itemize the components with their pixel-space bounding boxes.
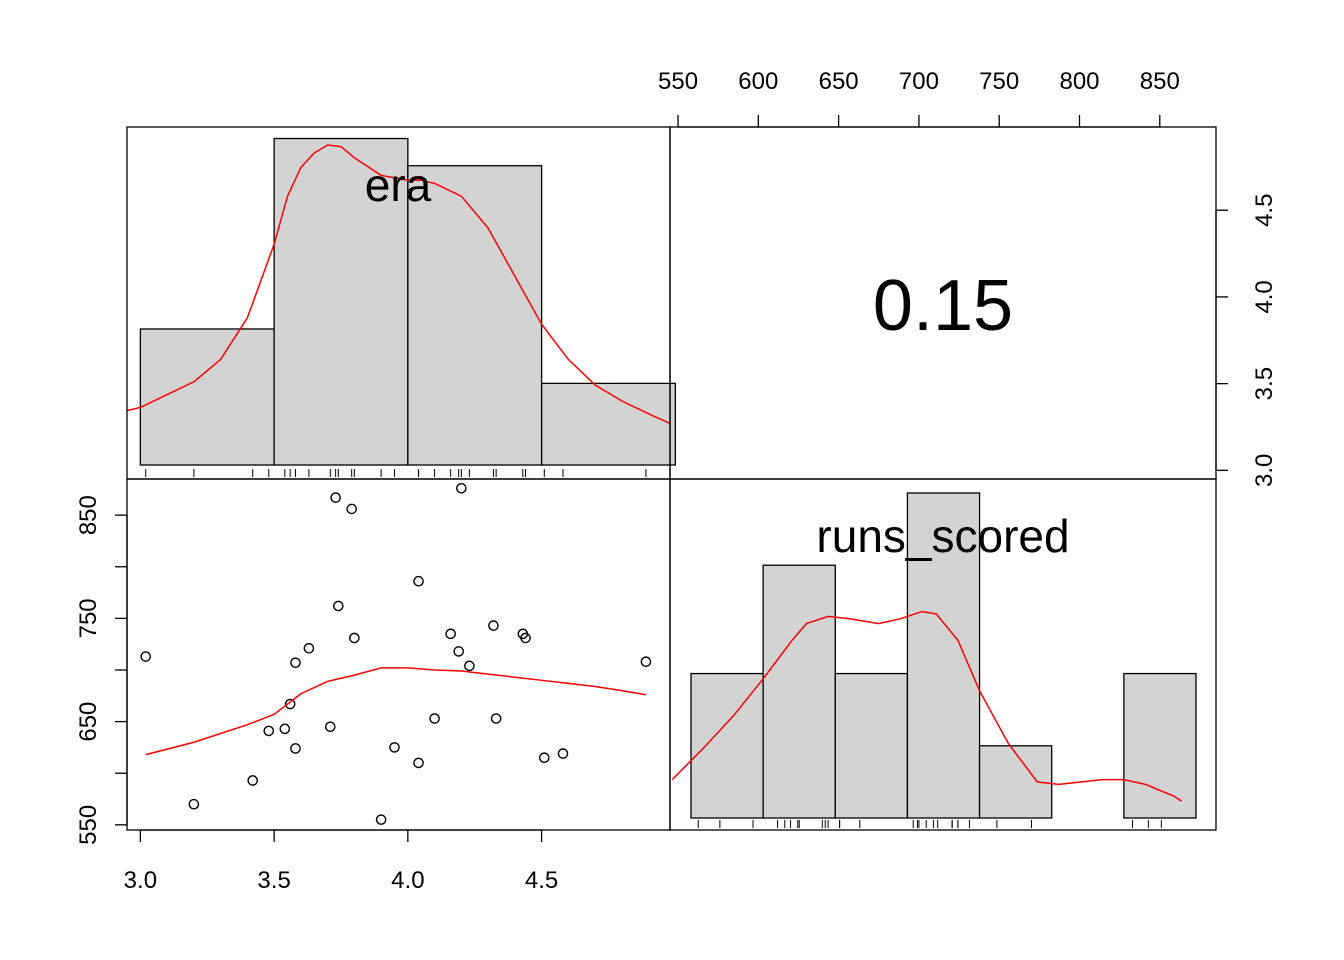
diag-label-era: era: [365, 159, 432, 211]
right-era-tick-label: 3.0: [1251, 454, 1278, 487]
axis-right: 3.0 3.5 4.0 4.5: [1215, 194, 1278, 487]
runs-hist-bar: [906, 492, 981, 819]
right-era-tick-label: 3.5: [1251, 367, 1278, 400]
right-era-tick-label: 4.0: [1251, 280, 1278, 313]
top-runs-tick-label: 550: [658, 68, 698, 95]
scatter-point: [333, 600, 344, 612]
scatter-point: [290, 657, 301, 669]
runs-hist-bar: [1123, 672, 1197, 819]
scatter-point: [247, 775, 259, 786]
scatter-point: [640, 656, 652, 668]
panel-frame: [669, 478, 1217, 831]
scatter-point: [453, 646, 464, 657]
runs-tick-label: 550: [75, 805, 102, 845]
scatter-point: [445, 628, 456, 640]
top-runs-tick-label: 750: [979, 68, 1019, 95]
era-tick-label: 4.0: [391, 867, 424, 894]
scatter-point: [290, 743, 301, 754]
scatter-point: [330, 492, 341, 503]
axis-bottom: 3.0 3.5 4.0 4.5: [124, 829, 558, 894]
runs-hist-bar: [834, 672, 909, 819]
era-tick-label: 3.0: [124, 867, 157, 894]
top-runs-tick-label: 800: [1059, 68, 1099, 95]
panel-era-histogram: [126, 137, 676, 477]
scatter-point: [456, 482, 467, 494]
scatter-point: [188, 798, 200, 810]
scatter-point: [490, 713, 502, 724]
top-runs-tick-label: 600: [738, 68, 778, 95]
panel-runs-histogram: [671, 492, 1197, 828]
runs-tick-label: 750: [75, 598, 102, 638]
scatter-point: [303, 643, 315, 654]
scatter-point: [538, 752, 550, 764]
runs-tick-label: 650: [75, 702, 102, 742]
diag-label-runs-scored: runs_scored: [816, 510, 1069, 562]
panel-scatter: [140, 482, 652, 825]
scatter-point: [389, 742, 400, 753]
scatter-point: [263, 725, 275, 737]
scatter-point: [279, 723, 291, 735]
era-tick-label: 4.5: [525, 867, 558, 894]
axis-left: 550 650 750 850: [75, 495, 128, 845]
era-hist-bar: [407, 165, 543, 466]
runs-hist-bar: [690, 672, 764, 819]
scatter-point: [284, 698, 296, 710]
scatter-point: [429, 713, 440, 724]
era-tick-label: 3.5: [257, 867, 290, 894]
era-hist-bar: [540, 382, 676, 466]
top-runs-tick-label: 650: [819, 68, 859, 95]
top-runs-tick-label: 850: [1140, 68, 1180, 95]
scatter-point: [413, 575, 424, 587]
scatter-point: [464, 660, 475, 672]
panel-frame: [126, 478, 671, 831]
top-runs-tick-label: 700: [899, 68, 939, 95]
scatter-point: [413, 757, 424, 769]
scatter-point: [520, 632, 531, 644]
runs-tick-label: 850: [75, 495, 102, 535]
scatter-point: [324, 721, 336, 733]
scatter-point: [349, 632, 360, 644]
scatter-point: [375, 814, 387, 825]
runs-hist-bar: [762, 564, 836, 819]
scatter-point: [346, 503, 357, 515]
right-era-tick-label: 4.5: [1251, 194, 1278, 227]
scatter-point: [488, 620, 499, 631]
era-density-curve: [126, 144, 671, 425]
runs-density-curve: [671, 610, 1182, 802]
loess-smooth-line: [145, 667, 647, 756]
panel-correlation: 0.15: [873, 266, 1013, 346]
era-hist-bar: [273, 137, 409, 466]
axis-top: 550 600 650 700 750 800 850: [658, 68, 1180, 128]
scatter-point: [140, 651, 152, 662]
scatter-point: [557, 748, 569, 759]
correlation-value: 0.15: [873, 266, 1013, 346]
